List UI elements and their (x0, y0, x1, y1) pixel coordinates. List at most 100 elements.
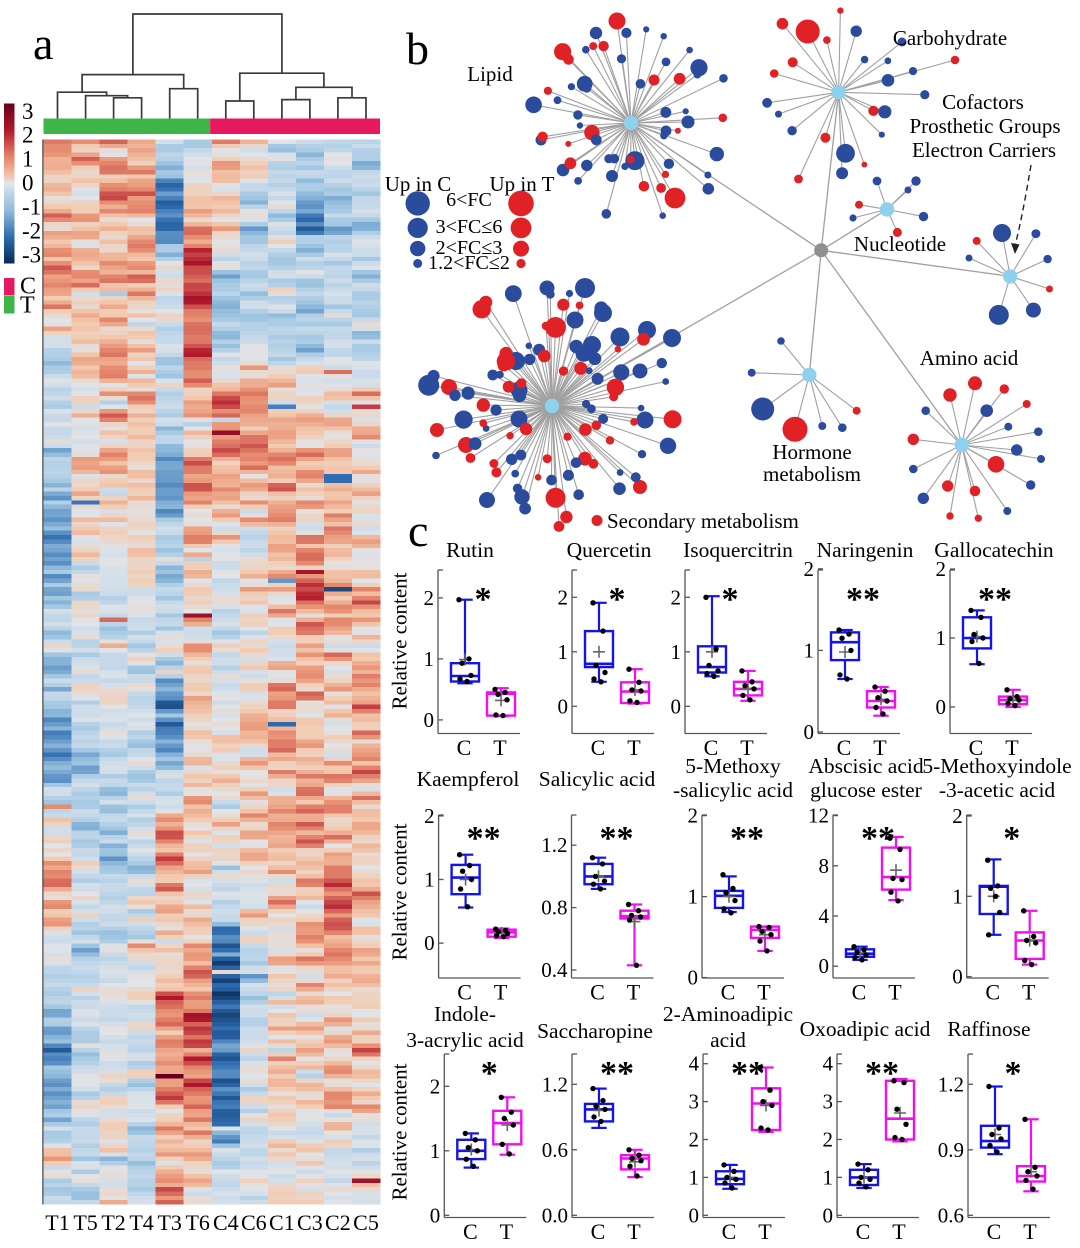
svg-text:Electron Carriers: Electron Carriers (912, 138, 1056, 162)
svg-text:C: C (463, 1219, 478, 1243)
svg-text:1.2: 1.2 (938, 1072, 964, 1096)
svg-text:*: * (475, 581, 492, 618)
svg-text:0.8: 0.8 (541, 896, 567, 920)
svg-text:T: T (757, 980, 771, 1005)
svg-text:T: T (494, 980, 508, 1005)
svg-text:1: 1 (688, 885, 699, 909)
svg-text:4: 4 (819, 904, 830, 928)
svg-text:Kaempferol: Kaempferol (417, 767, 520, 791)
svg-text:*: * (1005, 1055, 1022, 1092)
svg-text:C2: C2 (325, 1210, 351, 1235)
svg-text:Naringenin: Naringenin (817, 538, 914, 562)
svg-text:a: a (33, 18, 53, 69)
svg-text:C: C (856, 1219, 871, 1243)
svg-text:1.2: 1.2 (541, 833, 567, 857)
svg-text:0: 0 (22, 171, 34, 196)
svg-text:T4: T4 (129, 1210, 153, 1235)
svg-text:Quercetin: Quercetin (567, 538, 652, 562)
svg-text:Relative content: Relative content (388, 823, 412, 960)
svg-text:T: T (758, 1219, 772, 1243)
svg-text:Carbohydrate: Carbohydrate (893, 26, 1007, 50)
svg-text:Oxoadipic acid: Oxoadipic acid (800, 1017, 931, 1041)
svg-text:C1: C1 (269, 1210, 295, 1235)
svg-text:0: 0 (936, 695, 947, 719)
svg-text:3: 3 (689, 1090, 700, 1114)
svg-text:2: 2 (558, 585, 569, 609)
svg-text:C: C (722, 1219, 737, 1243)
svg-text:T: T (627, 735, 641, 760)
svg-text:3: 3 (823, 1090, 834, 1114)
svg-text:Relative content: Relative content (388, 1063, 412, 1200)
svg-text:T: T (20, 293, 35, 319)
svg-text:2: 2 (424, 586, 435, 610)
svg-text:0.6: 0.6 (938, 1203, 964, 1227)
svg-text:2: 2 (804, 557, 815, 581)
svg-text:0.4: 0.4 (541, 958, 568, 982)
svg-text:2: 2 (424, 804, 435, 828)
svg-text:T1: T1 (45, 1210, 69, 1235)
svg-text:*: * (609, 581, 626, 618)
svg-text:acid: acid (710, 1028, 746, 1052)
svg-text:glucose ester: glucose ester (810, 778, 922, 802)
svg-text:**: ** (730, 820, 764, 857)
svg-text:5-Methoxyindole: 5-Methoxyindole (922, 754, 1071, 778)
svg-text:C: C (591, 735, 606, 760)
svg-text:-1: -1 (22, 195, 41, 220)
svg-text:T: T (888, 980, 902, 1005)
svg-text:3-acrylic acid: 3-acrylic acid (406, 1028, 524, 1052)
svg-text:T: T (500, 1219, 514, 1243)
svg-text:*: * (481, 1055, 498, 1092)
svg-text:b: b (406, 23, 429, 74)
svg-text:C: C (591, 1219, 606, 1243)
svg-text:-2: -2 (22, 218, 41, 243)
svg-text:**: ** (865, 1055, 899, 1092)
svg-text:2-Aminoadipic: 2-Aminoadipic (663, 1002, 793, 1026)
svg-text:Indole-: Indole- (434, 1002, 496, 1026)
svg-text:1.2<FC≤2: 1.2<FC≤2 (428, 252, 510, 274)
svg-text:T: T (493, 735, 507, 760)
svg-text:C6: C6 (241, 1210, 267, 1235)
svg-text:0: 0 (689, 1203, 700, 1227)
svg-text:**: ** (861, 820, 895, 857)
svg-text:0: 0 (671, 694, 682, 718)
svg-text:4: 4 (689, 1052, 700, 1076)
svg-text:Salicylic acid: Salicylic acid (539, 767, 656, 791)
svg-text:3: 3 (22, 99, 34, 124)
svg-text:2: 2 (952, 804, 963, 828)
svg-text:Nucleotide: Nucleotide (854, 232, 946, 256)
svg-text:metabolism: metabolism (763, 462, 861, 486)
svg-text:C: C (985, 980, 1000, 1005)
svg-text:C: C (457, 980, 472, 1005)
svg-text:C: C (457, 735, 472, 760)
svg-text:*: * (722, 581, 739, 618)
svg-text:0: 0 (952, 965, 963, 989)
svg-text:Abscisic acid: Abscisic acid (808, 754, 923, 778)
svg-text:T: T (892, 1219, 906, 1243)
svg-text:1: 1 (689, 1165, 700, 1189)
svg-text:T: T (627, 1219, 641, 1243)
svg-text:T6: T6 (185, 1210, 209, 1235)
svg-text:1: 1 (424, 868, 435, 892)
svg-text:Relative content: Relative content (388, 572, 412, 709)
svg-text:C3: C3 (297, 1210, 323, 1235)
svg-text:5-Methoxy: 5-Methoxy (685, 754, 781, 778)
svg-text:1: 1 (671, 640, 682, 664)
svg-text:T5: T5 (73, 1210, 97, 1235)
svg-text:-salicylic acid: -salicylic acid (673, 778, 793, 802)
svg-text:0: 0 (804, 720, 815, 744)
svg-text:T: T (1023, 1219, 1037, 1243)
svg-text:Amino acid: Amino acid (920, 346, 1019, 370)
svg-text:1: 1 (952, 884, 963, 908)
svg-text:-3: -3 (22, 242, 41, 267)
svg-text:1: 1 (823, 1165, 834, 1189)
svg-text:2: 2 (936, 557, 947, 581)
svg-text:2: 2 (688, 804, 699, 828)
svg-text:Rutin: Rutin (446, 538, 494, 562)
svg-text:0: 0 (823, 1203, 834, 1227)
svg-text:2: 2 (823, 1128, 834, 1152)
svg-text:1: 1 (804, 638, 815, 662)
svg-text:*: * (1003, 820, 1020, 857)
svg-text:0.6: 0.6 (542, 1138, 568, 1162)
svg-text:2: 2 (671, 585, 682, 609)
svg-text:C: C (852, 980, 867, 1005)
